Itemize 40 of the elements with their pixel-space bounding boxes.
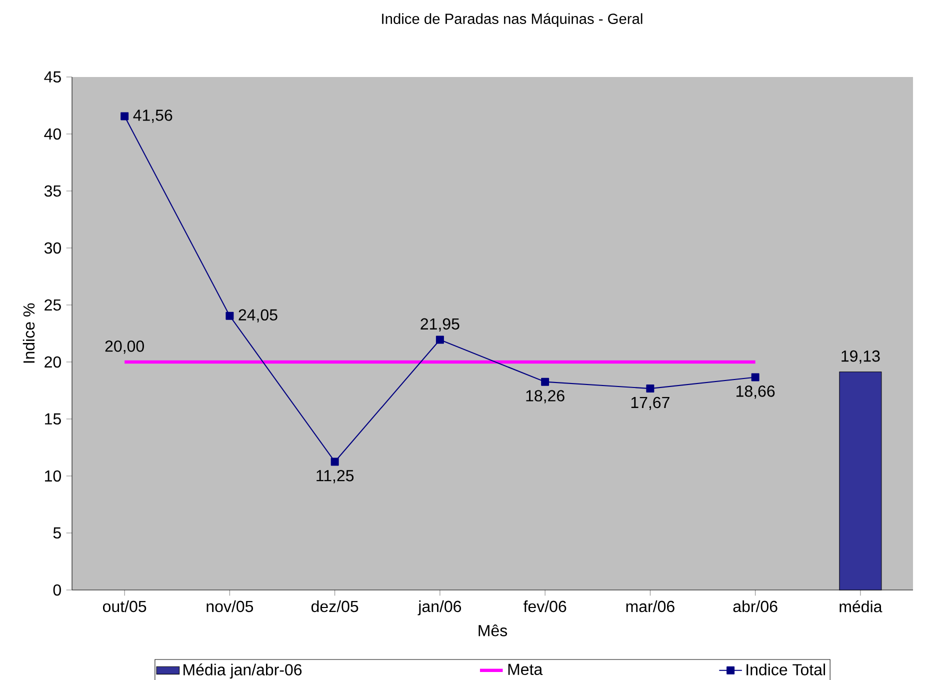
data-label: 41,56 [133,110,172,123]
y-tick-label: 45 [44,71,61,83]
data-label: 18,66 [736,386,775,399]
x-tick-label: mar/06 [626,600,674,612]
point [226,312,234,320]
y-tick-label: 30 [44,242,61,254]
y-tick-label: 40 [44,128,61,140]
data-label: 20,00 [105,340,144,354]
x-tick-label: média [840,600,882,612]
x-tick-label: abr/06 [733,600,778,612]
data-label: 19,13 [842,350,880,364]
point [541,378,550,386]
data-label: 21,95 [420,318,460,332]
x-tick-label: dez/05 [311,600,358,612]
y-tick-label: 10 [45,470,61,482]
x-axis-title: Mês [478,624,508,636]
y-tick-label: 0 [53,584,61,596]
point [751,373,760,382]
data-label: 17,67 [631,396,670,410]
point [120,112,129,120]
y-tick-label: 5 [53,527,61,539]
x-tick-label: out/05 [103,600,146,612]
data-label: 11,25 [316,470,354,484]
y-tick-label: 35 [44,185,61,197]
legend-label: Indice Total [746,664,825,676]
point [330,458,339,466]
y-tick-label: 15 [45,413,61,425]
point [646,384,654,393]
x-tick-label: fev/06 [524,600,566,612]
point [436,336,444,344]
legend-label: Média jan/abr-06 [184,664,302,679]
data-label: 24,05 [238,309,278,322]
x-tick-label: jan/06 [418,600,462,616]
chart-title: Indice de Paradas nas Máquinas - Geral [382,13,642,27]
x-tick-label: nov/05 [206,600,254,612]
y-tick-label: 25 [44,299,61,311]
legend-label: Meta [508,664,543,676]
y-axis-title: Indice % [22,303,35,363]
y-tick-label: 20 [44,356,61,368]
data-label: 18,26 [526,390,564,404]
